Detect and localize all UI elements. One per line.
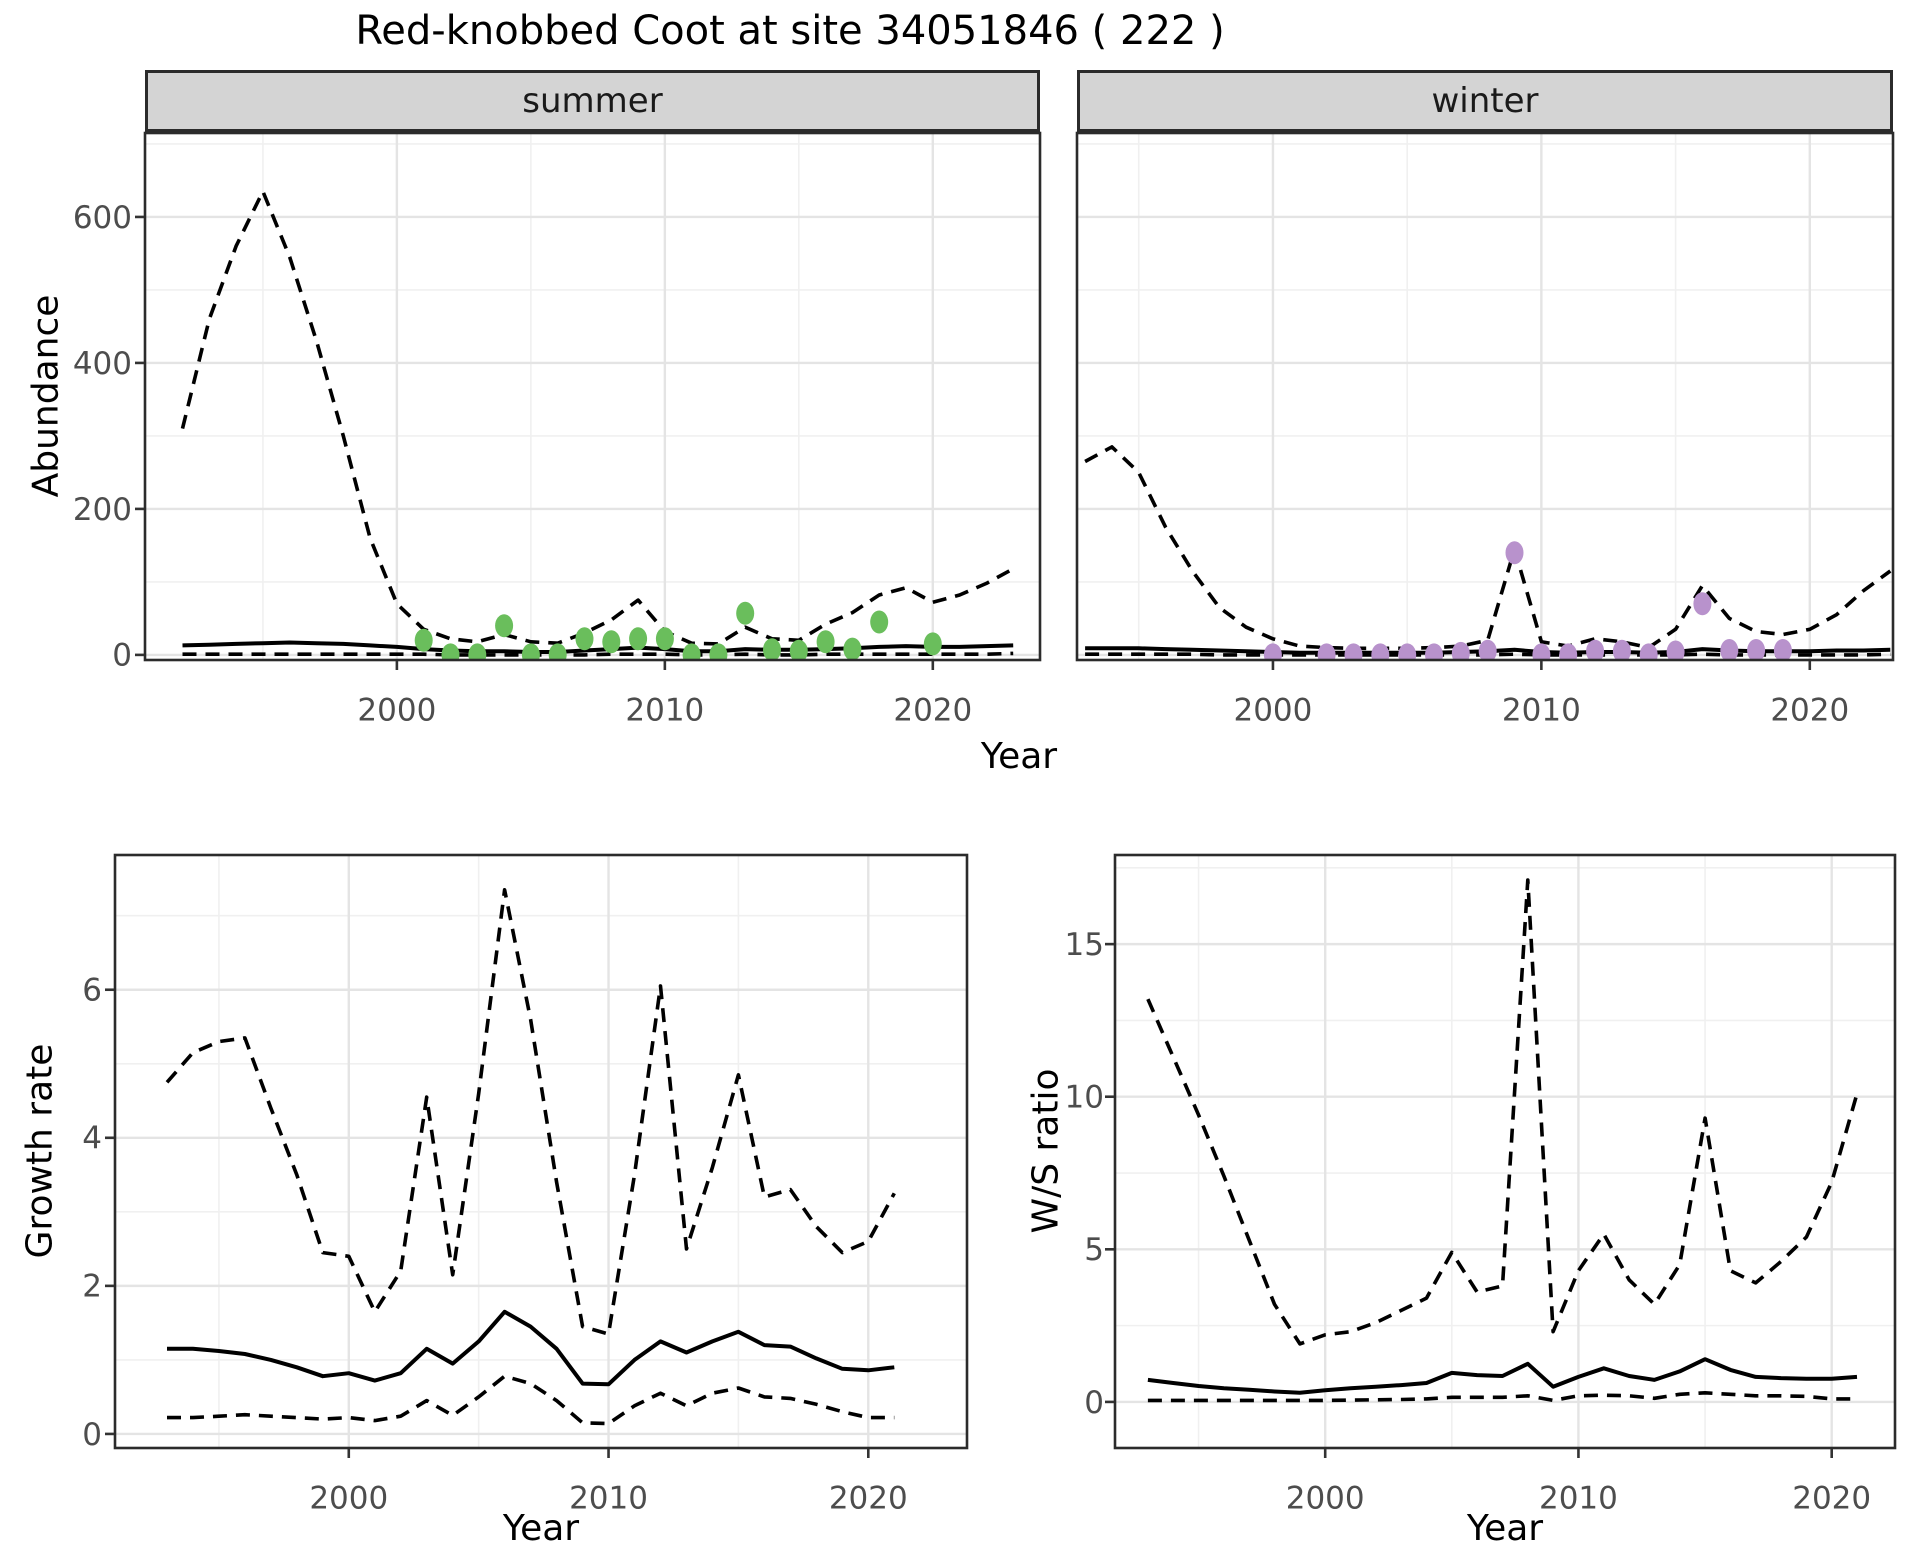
y-tick-label: 6	[82, 973, 102, 1009]
panel-background	[1115, 855, 1895, 1448]
data-layer-ws-ratio	[1146, 878, 1859, 1403]
x-tick-label: 2000	[1286, 1480, 1365, 1516]
panel-background	[145, 133, 1040, 660]
facet-strip-winter: winter	[1077, 70, 1893, 132]
x-axis-title-year-top: Year	[980, 736, 1058, 777]
observed-counts-summer-point	[602, 630, 621, 654]
observed-counts-winter-point	[1263, 643, 1282, 660]
y-tick-label: 0	[112, 638, 132, 674]
observed-counts-summer-point	[495, 614, 514, 638]
observed-counts-summer-point	[548, 643, 567, 660]
observed-counts-winter-point	[1344, 643, 1363, 660]
panel-abundance-winter: 2000 2010 2020	[1075, 131, 1895, 728]
x-tick-label: 2000	[357, 692, 436, 728]
panel-growth-rate: 2000 2010 2020 0 2 4 6	[82, 853, 969, 1516]
data-layer-abundance-winter	[1084, 445, 1892, 660]
observed-counts-summer-point	[521, 643, 540, 660]
y-tick-label: 0	[1084, 1385, 1104, 1421]
growth-rate-lower-ci-line	[167, 1374, 895, 1426]
observed-counts-winter-point	[1747, 639, 1766, 660]
observed-counts-summer-point	[843, 637, 862, 660]
observed-counts-winter-point	[1666, 640, 1685, 660]
panel-abundance-summer: 2000 2010 2020 0 200 400 600	[73, 131, 1042, 728]
observed-counts-summer-point	[682, 643, 701, 660]
y-tick-label: 10	[1065, 1080, 1104, 1116]
y-tick-label: 15	[1065, 927, 1104, 963]
observed-counts-winter-point	[1451, 641, 1470, 660]
x-axis-title-year-growth: Year	[502, 1508, 580, 1549]
x-tick-label: 2010	[1539, 1480, 1618, 1516]
facet-strip-summer-label: summer	[522, 81, 663, 121]
observed-counts-summer-point	[414, 628, 433, 652]
x-tick-label: 2000	[309, 1480, 388, 1516]
observed-counts-winter-point	[1773, 639, 1792, 660]
observed-counts-winter-point	[1559, 643, 1578, 660]
facet-strip-winter-label: winter	[1431, 81, 1539, 121]
panel-border	[143, 131, 1042, 662]
x-tick-label: 2020	[1770, 692, 1849, 728]
observed-counts-winter-point	[1317, 643, 1336, 660]
panel-border	[1075, 131, 1895, 662]
y-tick-label: 400	[73, 346, 132, 382]
y-tick-label: 600	[73, 200, 132, 236]
x-tick-label: 2020	[829, 1480, 908, 1516]
panel-background	[1077, 133, 1893, 660]
y-tick-label: 200	[73, 492, 132, 528]
observed-counts-winter-point	[1586, 639, 1605, 660]
y-tick-label: 0	[82, 1417, 102, 1453]
x-tick-label: 2010	[625, 692, 704, 728]
observed-counts-summer-point	[709, 643, 728, 660]
observed-counts-winter-point	[1612, 639, 1631, 660]
observed-counts-winter-point	[1425, 643, 1443, 660]
observed-counts-summer-point	[655, 627, 674, 651]
observed-counts-summer-point	[736, 601, 755, 625]
observed-counts-summer-point	[629, 627, 648, 651]
panel-background	[115, 855, 967, 1448]
x-tick-label: 2000	[1233, 692, 1312, 728]
growth-rate-mean-line	[167, 1309, 895, 1387]
x-tick-label: 2010	[1502, 692, 1581, 728]
x-axis-title-year-ws: Year	[1466, 1508, 1544, 1549]
panel-border	[1113, 853, 1897, 1450]
abundance-summer-upper-ci-line	[180, 189, 1015, 646]
abundance-summer-mean-line	[182, 640, 1014, 654]
observed-counts-summer-point	[789, 639, 808, 660]
facet-strip-summer: summer	[145, 70, 1040, 132]
observed-counts-winter-point	[1639, 643, 1658, 660]
x-tick-label: 2010	[569, 1480, 648, 1516]
observed-counts-winter-point	[1505, 541, 1524, 565]
observed-counts-winter-point	[1693, 592, 1712, 616]
observed-counts-winter-point	[1478, 639, 1497, 660]
y-tick-label: 2	[82, 1269, 102, 1305]
observed-counts-winter-point	[1398, 643, 1417, 660]
observed-counts-summer-point	[870, 610, 889, 634]
ws-ratio-mean-line	[1147, 1357, 1858, 1395]
y-tick-label: 5	[1084, 1232, 1104, 1268]
observed-counts-summer-point	[575, 627, 594, 651]
x-tick-label: 2020	[893, 692, 972, 728]
panel-border	[113, 853, 969, 1450]
observed-counts-summer-point	[468, 643, 487, 660]
observed-counts-winter-point	[1532, 643, 1551, 660]
panel-ws-ratio: 2000 2010 2020 0 5 10 15	[1065, 853, 1897, 1516]
observed-counts-winter-point	[1720, 639, 1739, 660]
abundance-summer-lower-ci-line	[182, 651, 1014, 657]
observed-counts-summer-point	[441, 643, 460, 660]
x-tick-label: 2020	[1792, 1480, 1871, 1516]
page-title: Red-knobbed Coot at site 34051846 ( 222 …	[355, 8, 1225, 54]
growth-rate-upper-ci-line	[165, 887, 896, 1336]
data-layer-abundance-summer	[180, 189, 1015, 660]
observed-counts-summer-point	[816, 630, 835, 654]
observed-counts-summer-point	[923, 632, 942, 656]
y-tick-label: 4	[82, 1121, 102, 1157]
ws-ratio-lower-ci-line	[1147, 1391, 1857, 1403]
observed-counts-summer-point	[763, 638, 781, 660]
observed-counts-winter-point	[1371, 643, 1390, 660]
ws-ratio-upper-ci-line	[1146, 878, 1859, 1346]
data-layer-growth-rate	[165, 887, 896, 1426]
